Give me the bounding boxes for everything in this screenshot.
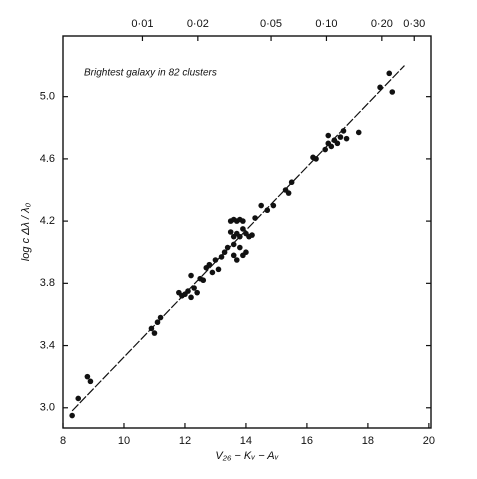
point	[188, 294, 194, 301]
annotation: Brightest galaxy in 82 clusters	[84, 68, 217, 79]
point	[191, 285, 197, 291]
x-tick-label: 14	[240, 435, 252, 447]
point	[343, 135, 350, 142]
point	[151, 330, 158, 336]
point	[389, 89, 396, 95]
point	[148, 325, 155, 332]
point	[87, 378, 94, 385]
point	[322, 146, 329, 153]
point	[227, 229, 234, 235]
point	[313, 156, 319, 162]
x-tick-label: 8	[60, 435, 66, 447]
x2-tick-label: 0·01	[131, 18, 153, 30]
point	[285, 190, 292, 196]
point	[200, 277, 207, 284]
point	[69, 412, 75, 419]
point	[240, 226, 246, 232]
x2-tick-label: 0·20	[371, 18, 393, 30]
point	[206, 261, 213, 268]
point	[230, 252, 237, 259]
point	[212, 257, 219, 263]
plot-frame	[62, 35, 432, 429]
point	[340, 128, 347, 134]
y-tick-label: 5.0	[40, 91, 55, 103]
point	[230, 241, 237, 248]
point	[237, 233, 243, 240]
y-tick-label: 4.2	[40, 215, 55, 227]
x2-tick-label: 0·10	[315, 18, 337, 30]
point	[209, 269, 216, 276]
point	[233, 257, 240, 263]
point	[240, 218, 246, 224]
point	[337, 134, 344, 140]
point	[194, 289, 200, 296]
point	[237, 244, 243, 251]
x-tick-label: 12	[179, 435, 191, 447]
point	[185, 288, 191, 294]
x2-tick-label: 0·05	[260, 18, 282, 30]
point	[252, 215, 258, 221]
point	[325, 132, 332, 139]
point	[355, 129, 362, 136]
point	[288, 179, 295, 186]
point	[75, 395, 82, 402]
point	[215, 266, 222, 273]
y-tick-label: 3.0	[40, 402, 55, 414]
point	[249, 232, 255, 238]
y-tick-label: 4.6	[40, 153, 55, 165]
point	[328, 143, 335, 150]
point	[224, 244, 231, 251]
point	[258, 202, 264, 209]
x-tick-label: 16	[301, 435, 313, 447]
x2-tick-label: 0·30	[403, 18, 425, 30]
x-tick-label: 20	[423, 435, 435, 447]
point	[157, 314, 164, 321]
point	[386, 70, 393, 77]
point	[334, 140, 341, 147]
point	[270, 202, 277, 209]
y-tick-label: 3.4	[40, 339, 55, 351]
point	[154, 319, 161, 326]
y-tick-label: 3.8	[40, 277, 55, 289]
x-tick-label: 10	[118, 435, 130, 447]
y-axis-label: log c Δλ / λ₀	[20, 202, 32, 261]
x-tick-label: 18	[362, 435, 374, 447]
point	[188, 272, 194, 279]
x-axis-label: V₂₆ − Kᵥ − Aᵥ	[215, 450, 278, 462]
point	[84, 373, 91, 380]
point	[264, 207, 271, 214]
point	[221, 249, 228, 256]
point	[243, 249, 249, 256]
x2-tick-label: 0·02	[187, 18, 209, 30]
point	[377, 84, 383, 91]
point	[218, 254, 225, 260]
